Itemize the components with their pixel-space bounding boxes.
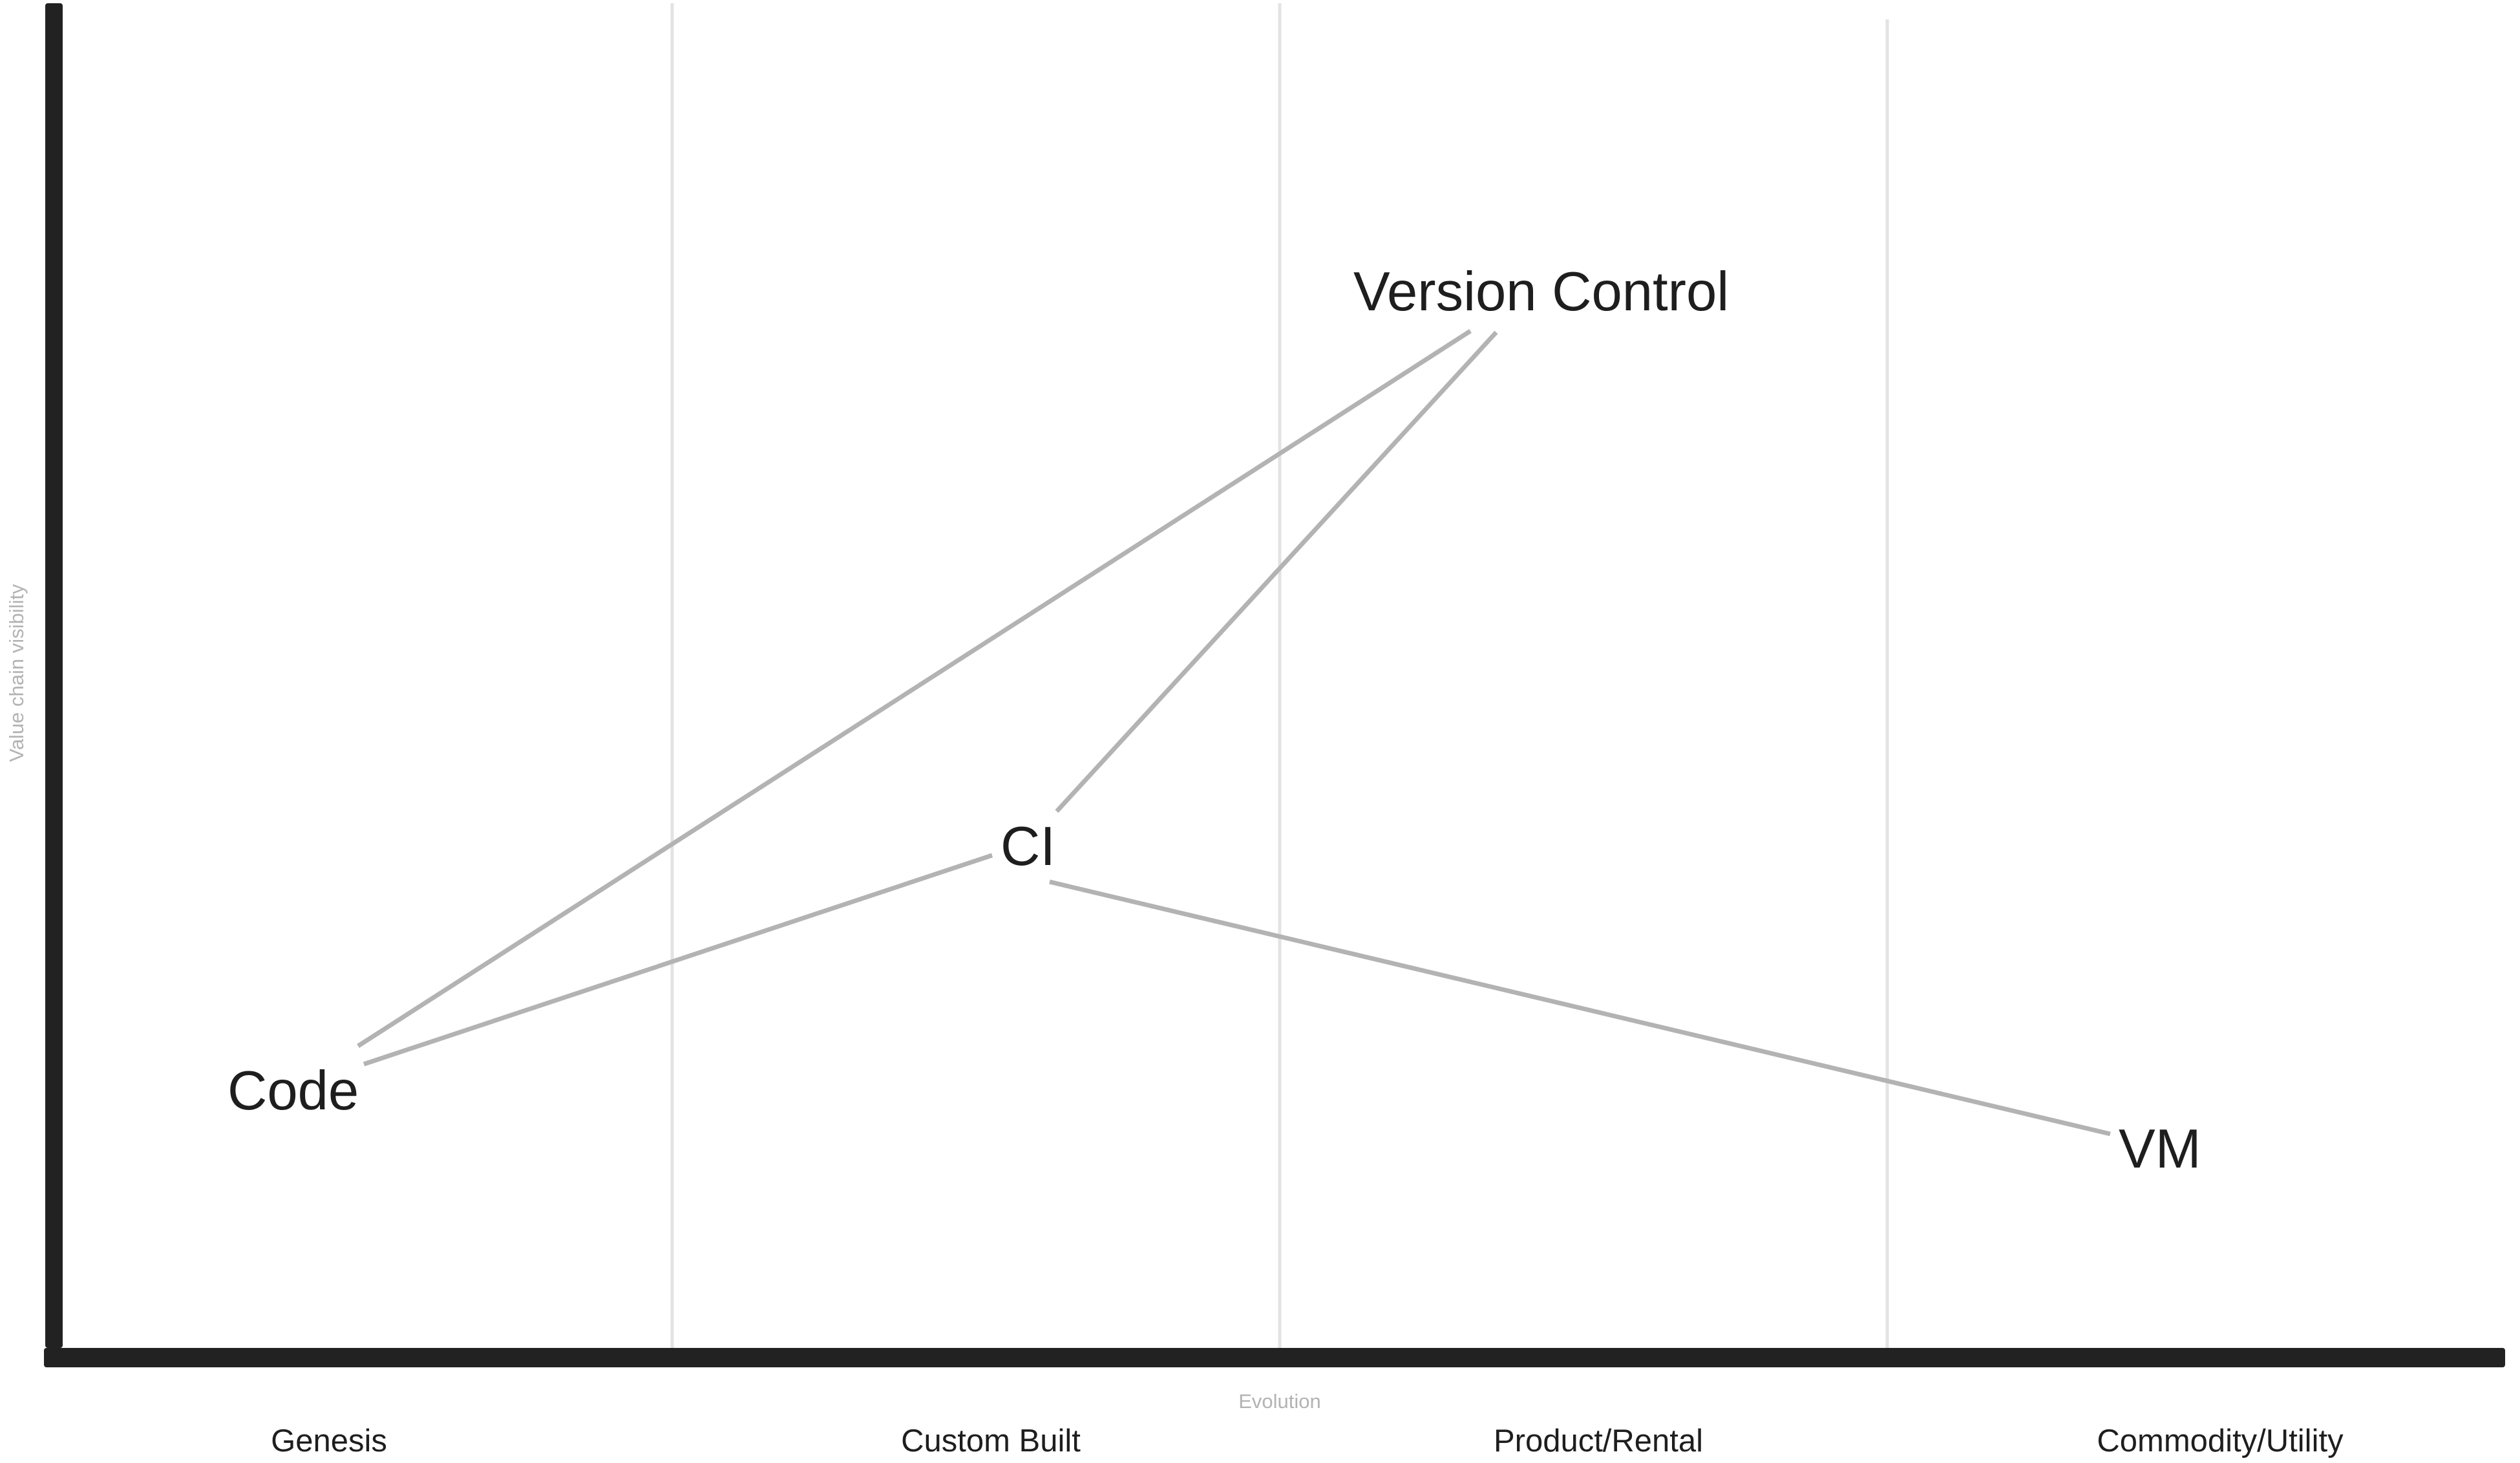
y-axis [45,3,63,1348]
link-ci-vm[interactable] [1049,879,2111,1137]
component-version-control[interactable]: Version Control [1353,261,1729,323]
x-axis-title: Evolution [1238,1390,1321,1413]
dependency-links [357,329,2111,1137]
stage-label-commodity-utility: Commodity/Utility [2097,1424,2344,1458]
link-code-ci[interactable] [363,853,993,1067]
stage-label-product-rental: Product/Rental [1494,1424,1703,1458]
stage-dividers [670,3,1889,1348]
link-code-version-control[interactable] [357,329,1472,1048]
component-vm[interactable]: VM [2119,1118,2201,1180]
stage-label-genesis: Genesis [271,1424,387,1458]
components: Version Control CI Code VM [228,261,2201,1180]
stage-label-custom-built: Custom Built [901,1424,1081,1458]
y-axis-title: Value chain visibility [5,584,28,762]
component-code[interactable]: Code [228,1060,359,1122]
component-ci[interactable]: CI [1001,816,1055,877]
x-axis [44,1348,2505,1367]
stage-labels: Genesis Custom Built Product/Rental Comm… [271,1424,2344,1458]
link-ci-version-control[interactable] [1055,330,1498,813]
